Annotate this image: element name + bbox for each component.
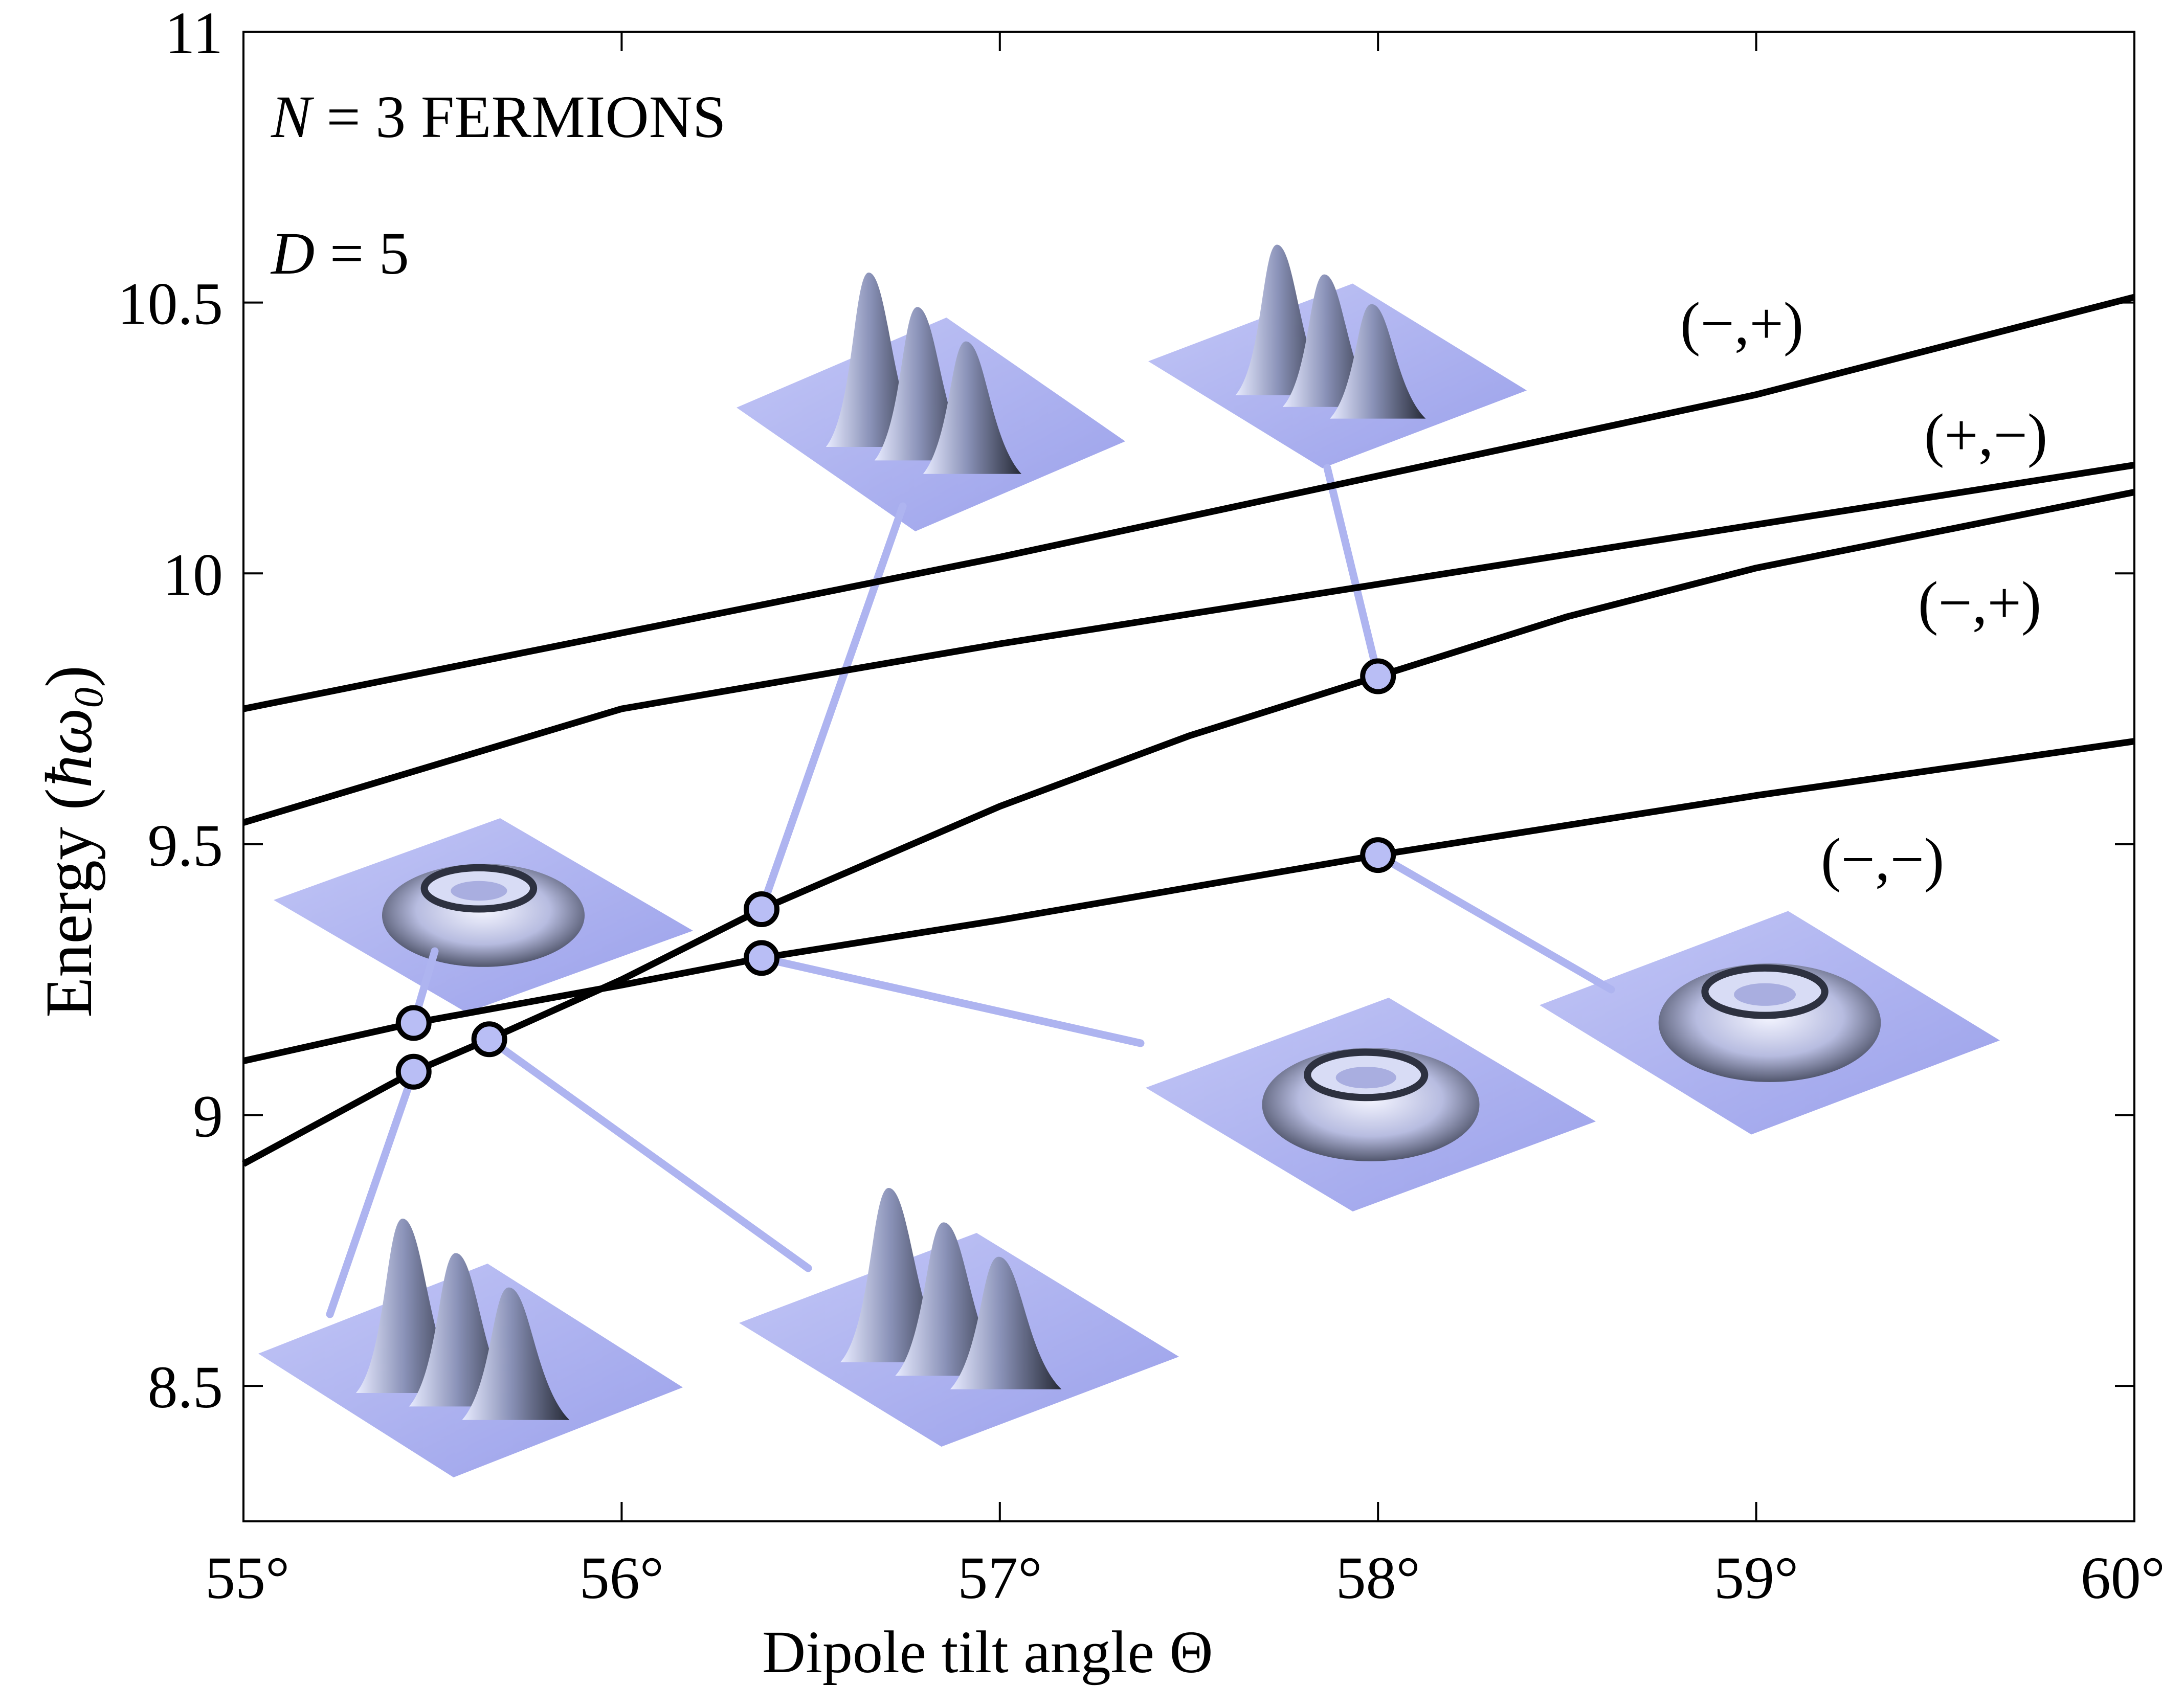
connector-line	[1378, 855, 1611, 990]
crossing-marker-5	[1363, 661, 1393, 692]
crossing-marker-4	[746, 942, 777, 973]
annotation-dimension: D = 5	[270, 220, 409, 287]
ring-hole	[451, 881, 507, 901]
series-label-1: (+,−)	[1924, 401, 2047, 468]
annotation-particles: N = 3 FERMIONS	[271, 83, 726, 150]
inset-surfaces	[258, 245, 2000, 1478]
y-tick-label: 9.5	[148, 812, 224, 879]
connector-line	[489, 1039, 808, 1268]
connector-line	[762, 958, 1141, 1043]
x-tick-label: 58°	[1336, 1544, 1420, 1611]
crossing-marker-1	[398, 1057, 429, 1087]
y-tick-label: 10	[163, 541, 223, 608]
connector-line	[1327, 468, 1378, 677]
series-label-2: (−,+)	[1918, 569, 2041, 636]
inset-three-peaks-1	[258, 1219, 683, 1477]
inset-three-peaks-3	[737, 273, 1125, 531]
crossing-marker-6	[1363, 840, 1393, 870]
connector-line	[762, 506, 903, 909]
inset-ring-6	[1540, 911, 2000, 1135]
ring-hole	[1734, 983, 1796, 1006]
x-tick-label: 59°	[1714, 1544, 1798, 1611]
x-axis-title: Dipole tilt angle Θ	[762, 1619, 1213, 1685]
series-label-0: (−,+)	[1680, 290, 1803, 357]
inset-three-peaks-5	[1148, 245, 1527, 468]
crossing-marker-0	[398, 1007, 429, 1038]
crossing-marker-3	[746, 894, 777, 925]
x-tick-label: 55°	[205, 1544, 289, 1611]
y-tick-label: 10.5	[118, 271, 224, 338]
x-tick-label: 57°	[957, 1544, 1042, 1611]
series-label-3: (−,−)	[1821, 826, 1944, 893]
inset-ring-4	[1146, 998, 1596, 1211]
inset-three-peaks-2	[739, 1188, 1179, 1447]
y-tick-label: 11	[165, 0, 223, 66]
y-axis-title: Energy (ħω0)	[32, 665, 112, 1018]
crossing-marker-2	[474, 1024, 505, 1054]
x-tick-label: 60°	[2081, 1544, 2162, 1611]
y-tick-label: 8.5	[148, 1354, 224, 1421]
ring-hole	[1336, 1067, 1396, 1088]
y-tick-label: 9	[193, 1083, 223, 1150]
x-tick-label: 56°	[579, 1544, 664, 1611]
